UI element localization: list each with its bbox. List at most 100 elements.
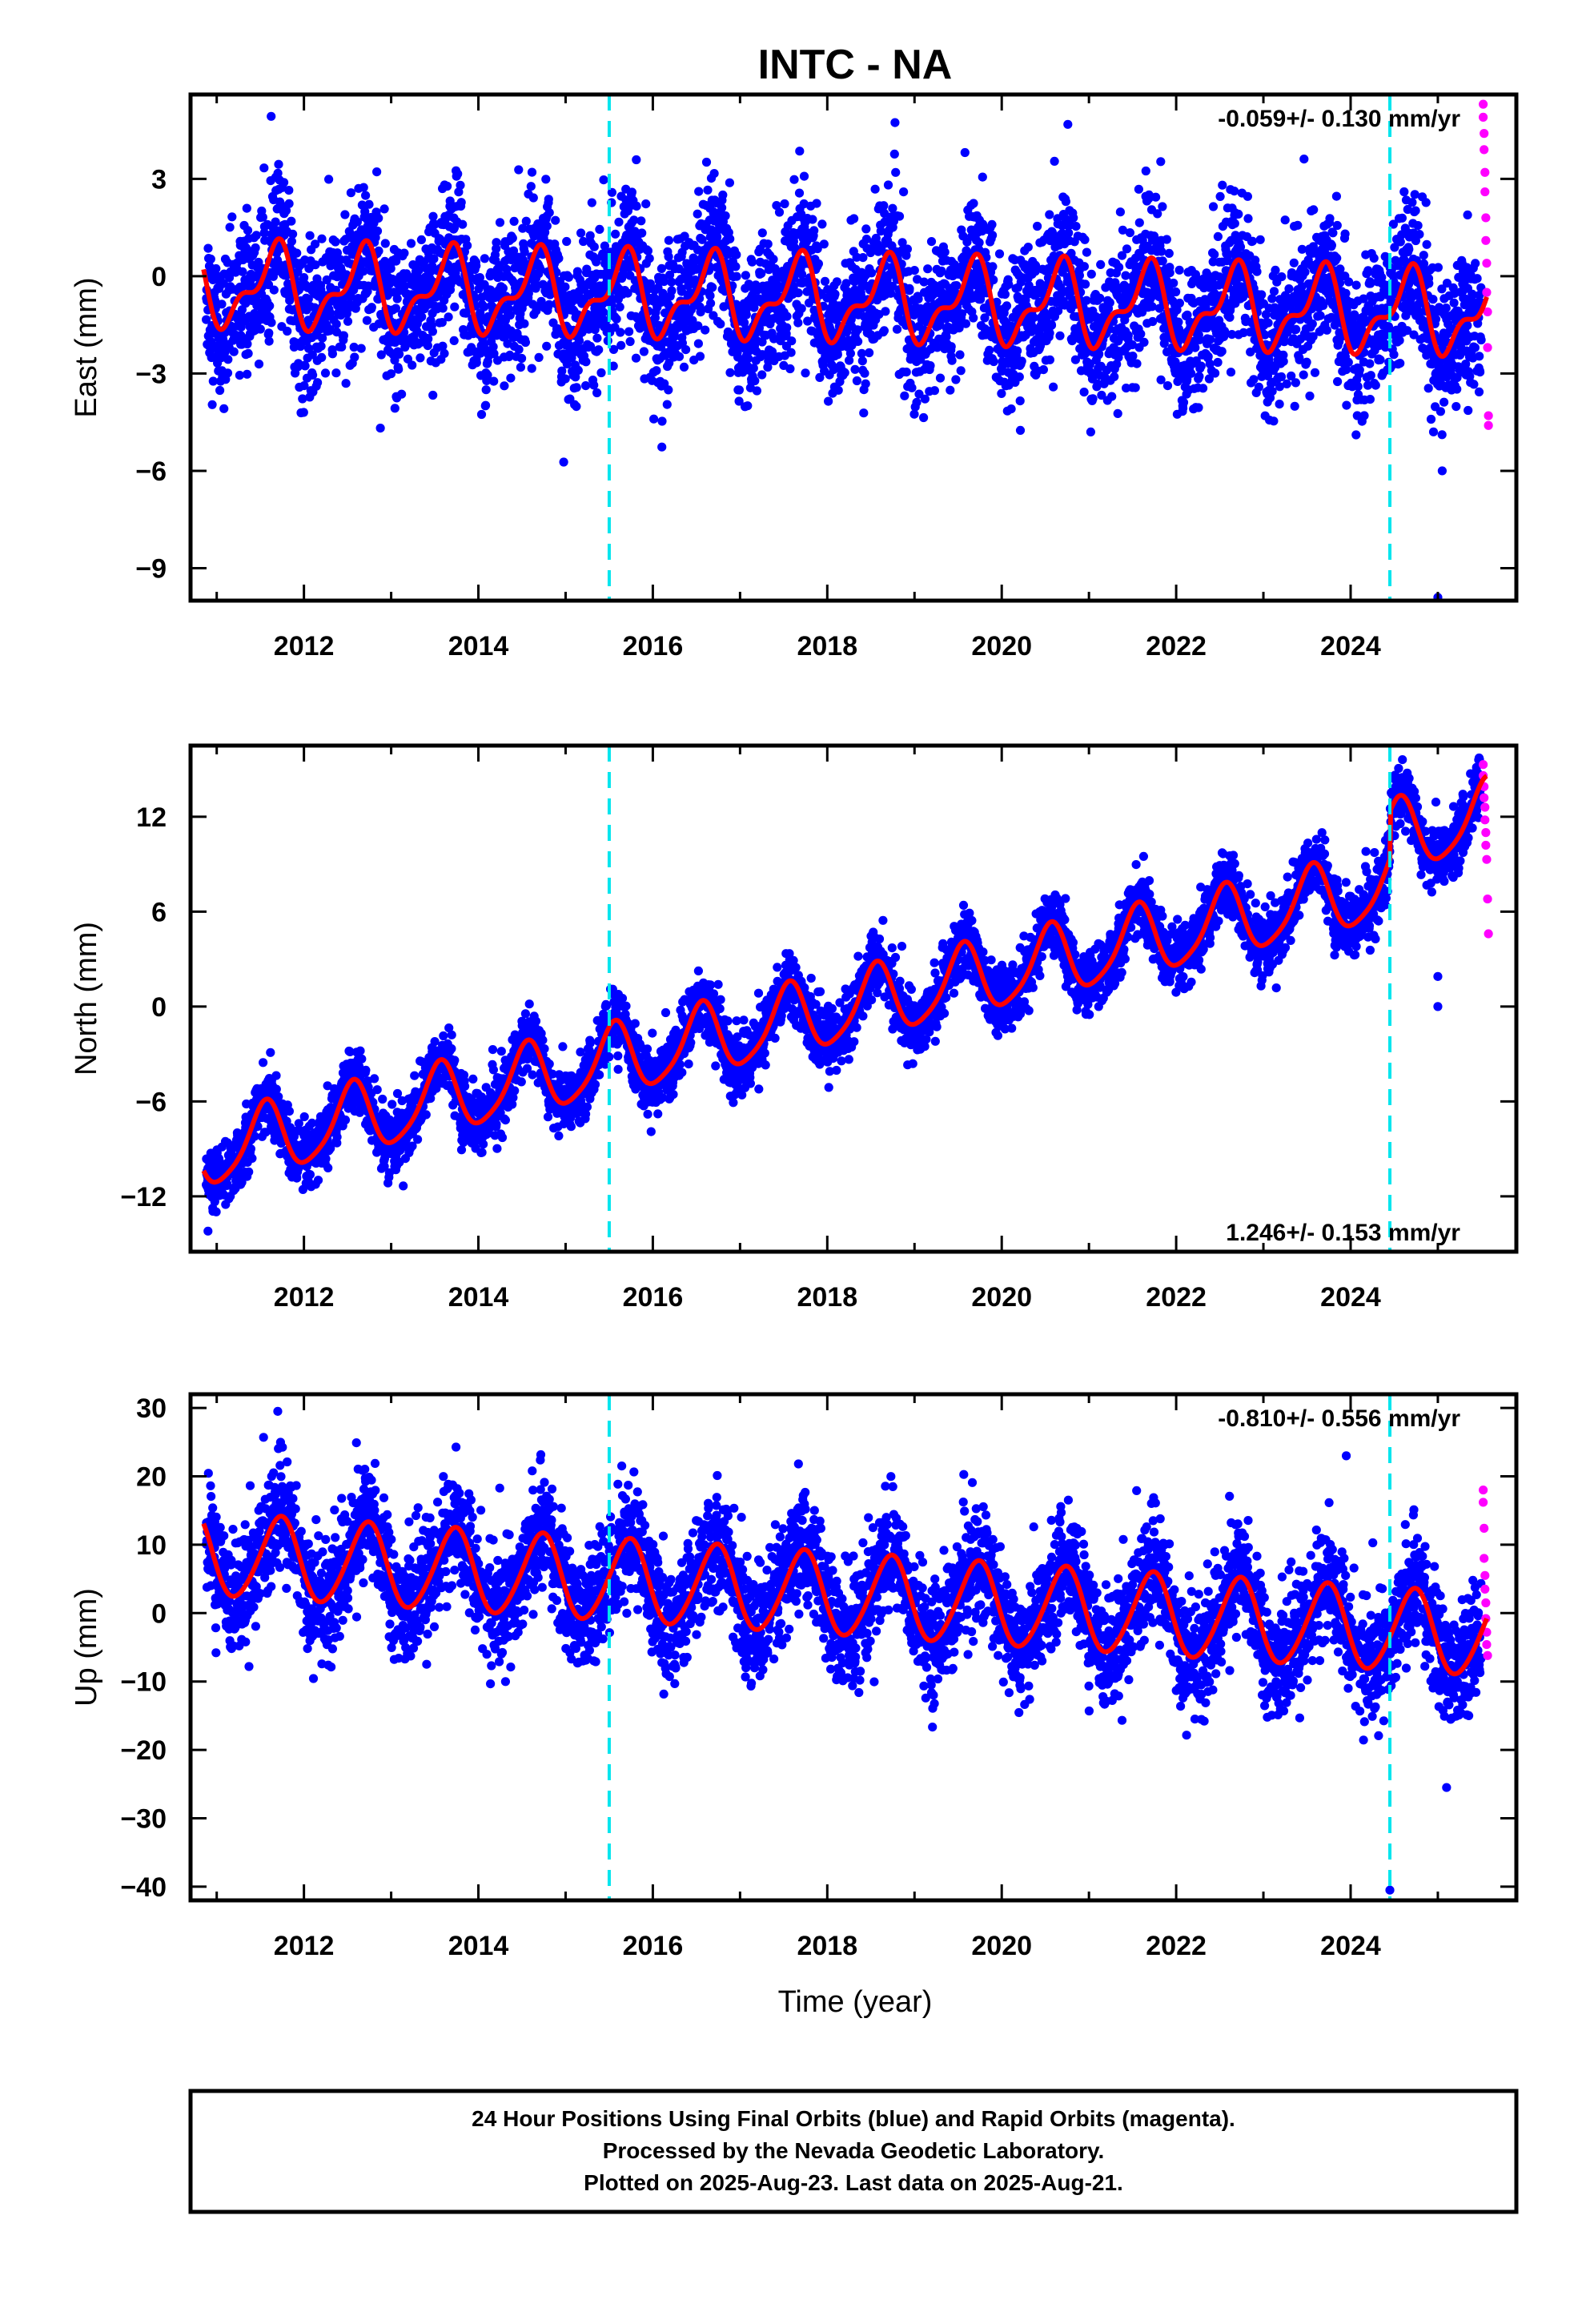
data-point	[1411, 206, 1420, 215]
data-point	[1307, 319, 1317, 328]
data-point	[1305, 391, 1315, 401]
data-point	[454, 187, 464, 197]
data-point	[592, 333, 602, 343]
data-point	[757, 268, 766, 278]
data-point	[573, 365, 583, 375]
data-point	[1079, 388, 1089, 397]
data-point	[913, 294, 923, 304]
data-point	[994, 249, 1005, 259]
data-point	[774, 207, 785, 217]
data-point	[284, 186, 294, 195]
data-point	[506, 373, 516, 383]
data-point	[208, 376, 218, 386]
data-point	[937, 266, 946, 275]
data-point	[612, 314, 621, 324]
data-point	[813, 259, 823, 268]
data-point	[1195, 372, 1204, 381]
data-point	[1130, 383, 1140, 392]
data-point	[339, 331, 348, 340]
data-point	[1441, 304, 1451, 313]
data-point	[1063, 119, 1073, 129]
data-point	[517, 353, 527, 364]
data-point	[219, 404, 229, 413]
data-point	[719, 302, 729, 312]
data-point	[429, 220, 440, 230]
data-point	[974, 238, 984, 247]
data-point	[227, 212, 237, 222]
data-point	[429, 254, 439, 263]
data-point	[961, 319, 970, 328]
data-point	[955, 350, 965, 360]
data-point	[576, 228, 586, 238]
data-point	[1114, 263, 1124, 272]
data-point	[438, 304, 448, 313]
data-point	[599, 175, 608, 185]
data-point	[527, 167, 537, 177]
data-point	[331, 237, 340, 247]
data-point	[1351, 280, 1361, 290]
data-point	[331, 320, 341, 329]
data-point	[273, 168, 283, 178]
data-point	[757, 228, 767, 238]
data-point	[386, 263, 396, 273]
data-point	[1213, 357, 1223, 368]
data-point	[1471, 259, 1480, 268]
data-point	[1299, 370, 1308, 380]
data-point	[542, 221, 552, 231]
data-point	[1300, 267, 1310, 277]
data-point	[1269, 416, 1279, 426]
data-point	[350, 352, 359, 362]
data-point	[463, 241, 472, 251]
data-point	[400, 281, 409, 292]
data-point	[1107, 392, 1117, 401]
data-point	[989, 275, 998, 285]
data-point	[1128, 352, 1138, 361]
data-point	[267, 111, 276, 121]
data-point	[1213, 231, 1223, 241]
data-point	[1423, 384, 1433, 393]
data-point	[225, 223, 235, 232]
data-point	[391, 256, 401, 266]
data-point	[1249, 375, 1259, 384]
data-point	[1282, 379, 1291, 388]
data-point	[317, 234, 327, 243]
data-point	[521, 216, 531, 226]
data-point	[1004, 279, 1014, 289]
data-point	[1276, 372, 1287, 382]
data-point	[337, 342, 347, 352]
data-point	[392, 294, 402, 304]
data-point	[659, 276, 669, 287]
data-point	[217, 300, 227, 309]
data-point	[1351, 430, 1361, 440]
data-point	[815, 372, 825, 382]
data-point	[1332, 253, 1342, 263]
data-point	[287, 236, 296, 246]
data-point	[331, 368, 341, 378]
data-point	[1277, 272, 1287, 282]
data-point	[267, 318, 276, 328]
data-point	[950, 287, 960, 297]
data-point	[643, 246, 653, 255]
data-point	[1158, 202, 1167, 211]
data-point	[1191, 343, 1200, 352]
data-point	[1415, 230, 1424, 239]
data-point	[1134, 218, 1144, 227]
data-point	[1162, 235, 1171, 244]
data-point	[1215, 191, 1225, 201]
data-point	[1342, 400, 1351, 410]
data-point	[734, 396, 744, 406]
data-point	[594, 345, 604, 355]
data-point	[343, 316, 353, 326]
data-point	[417, 312, 427, 322]
data-point	[1343, 357, 1353, 367]
data-point	[1243, 214, 1253, 223]
data-point	[987, 219, 997, 229]
data-point	[890, 118, 900, 127]
data-point	[951, 375, 961, 384]
data-point	[281, 206, 291, 215]
data-point	[424, 334, 433, 344]
data-point	[969, 313, 978, 323]
data-point	[508, 246, 519, 255]
data-point	[679, 362, 689, 372]
data-point	[572, 383, 581, 392]
